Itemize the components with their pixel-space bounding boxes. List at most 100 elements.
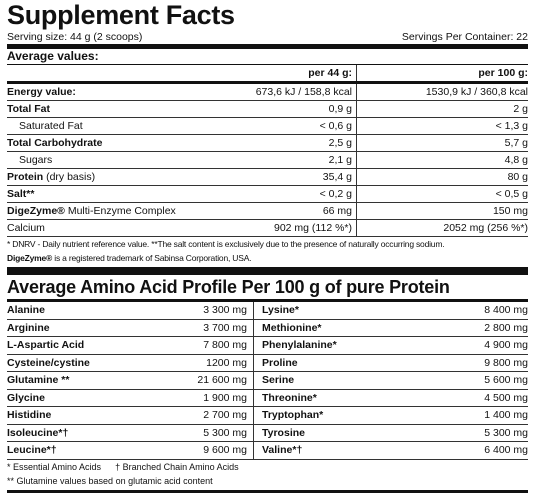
nutrient-value: 0,9 g bbox=[252, 101, 357, 117]
nutrient-value: < 1,3 g bbox=[495, 120, 528, 132]
amino-value: 8 400 mg bbox=[484, 304, 528, 316]
nutrient-label: Sugars bbox=[7, 152, 252, 168]
nutrient-value: 2 g bbox=[513, 103, 528, 115]
amino-name: Tyrosine bbox=[262, 426, 305, 439]
amino-name: Leucine*† bbox=[7, 444, 57, 456]
nutrient-row: DigeZyme® Multi-Enzyme Complex 66 mg 150 m… bbox=[7, 203, 528, 220]
amino-row: Cysteine/cystine 1200 mg Proline 9 800 mg bbox=[7, 354, 528, 372]
amino-row: Isoleucine*† 5 300 mg Tyrosine 5 300 mg bbox=[7, 424, 528, 442]
nutrient-label: Saturated Fat bbox=[7, 118, 252, 134]
amino-name: Histidine bbox=[7, 409, 52, 421]
amino-row: Glycine 1 900 mg Threonine* 4 500 mg bbox=[7, 389, 528, 407]
serving-size: Serving size: 44 g (2 scoops) bbox=[7, 31, 143, 43]
column-label: per 44 g: bbox=[252, 65, 357, 81]
footnote: DigeZyme® is a registered trademark of S… bbox=[7, 251, 528, 265]
nutrient-row: Salt** < 0,2 g < 0,5 g bbox=[7, 186, 528, 203]
amino-footnotes: * Essential Amino Acids † Branched Chain … bbox=[7, 460, 528, 488]
servings-per-container: Servings Per Container: 22 bbox=[401, 31, 528, 43]
nutrient-label: Salt** bbox=[7, 186, 252, 202]
nutrient-name: Salt** bbox=[7, 188, 35, 200]
nutrient-value: 2,1 g bbox=[252, 152, 357, 168]
footnote-text: † Branched Chain Amino Acids bbox=[115, 461, 239, 472]
amino-row: Arginine 3 700 mg Methionine* 2 800 mg bbox=[7, 319, 528, 337]
amino-value: 3 700 mg bbox=[144, 319, 254, 336]
rule bbox=[7, 267, 528, 275]
nutrient-name: Protein bbox=[7, 171, 44, 183]
amino-value: 1 900 mg bbox=[144, 389, 254, 406]
nutrient-row: Energy value: 673,6 kJ / 158,8 kcal 1530,9… bbox=[7, 84, 528, 101]
nutrient-label: Calcium bbox=[7, 220, 252, 236]
nutrient-row: Protein (dry basis) 35,4 g 80 g bbox=[7, 169, 528, 186]
nutrient-value: 66 mg bbox=[252, 203, 357, 219]
footnote-text: is a registered trademark of Sabinsa Cor… bbox=[52, 253, 252, 263]
amino-name: L-Aspartic Acid bbox=[7, 339, 85, 351]
nutrient-value: < 0,5 g bbox=[495, 188, 528, 200]
amino-name: Methionine* bbox=[262, 321, 322, 334]
rule bbox=[7, 44, 528, 49]
amino-name: Arginine bbox=[7, 321, 50, 334]
nutrient-row: Calcium 902 mg (112 %*) 2052 mg (256 %*) bbox=[7, 220, 528, 237]
nutrient-value: 5,7 g bbox=[504, 137, 528, 149]
nutrient-name: Saturated Fat bbox=[19, 120, 83, 132]
amino-value: 4 500 mg bbox=[484, 391, 528, 404]
serving-line: Serving size: 44 g (2 scoops) Servings P… bbox=[7, 30, 528, 44]
nutrient-label: Total Carbohydrate bbox=[7, 135, 252, 151]
nutrient-value: 2,5 g bbox=[252, 135, 357, 151]
nutrient-label: Protein (dry basis) bbox=[7, 169, 252, 185]
nutrient-name: Energy value: bbox=[7, 86, 76, 98]
nutrient-value: < 0,2 g bbox=[252, 186, 357, 202]
nutrient-value: 902 mg (112 %*) bbox=[252, 220, 357, 236]
amino-value: 3 300 mg bbox=[144, 302, 254, 319]
amino-name: Valine*† bbox=[262, 444, 303, 456]
amino-value: 4 900 mg bbox=[484, 339, 528, 351]
amino-value: 1200 mg bbox=[144, 354, 254, 371]
amino-value: 1 400 mg bbox=[484, 409, 528, 421]
amino-name: Threonine* bbox=[262, 391, 317, 404]
nutrient-value: 673,6 kJ / 158,8 kcal bbox=[252, 84, 357, 100]
amino-row: Leucine*† 9 600 mg Valine*† 6 400 mg bbox=[7, 442, 528, 460]
nutrient-label: Energy value: bbox=[7, 84, 252, 100]
amino-rows: Alanine 3 300 mg Lysine* 8 400 mg Arginine 3 … bbox=[7, 302, 528, 460]
footnote: * Essential Amino Acids † Branched Chain … bbox=[7, 460, 528, 474]
nutrient-value: 1530,9 kJ / 360,8 kcal bbox=[425, 86, 528, 98]
amino-name: Cysteine/cystine bbox=[7, 356, 90, 369]
nutrition-footnotes: * DNRV - Daily nutrient reference value.… bbox=[7, 237, 528, 265]
amino-value: 2 700 mg bbox=[144, 407, 254, 424]
column-header: per 44 g: per 100 g: bbox=[7, 65, 528, 84]
nutrient-value: 4,8 g bbox=[504, 154, 528, 166]
nutrient-row: Sugars 2,1 g 4,8 g bbox=[7, 152, 528, 169]
nutrient-value: 150 mg bbox=[492, 205, 528, 217]
amino-value: 7 800 mg bbox=[144, 337, 254, 354]
spacer bbox=[7, 65, 252, 81]
footnote-bold: DigeZyme® bbox=[7, 253, 53, 263]
nutrient-name: Total Carbohydrate bbox=[7, 137, 103, 149]
amino-value: 5 600 mg bbox=[484, 374, 528, 386]
nutrient-row: Total Fat 0,9 g 2 g bbox=[7, 101, 528, 118]
amino-title: Average Amino Acid Profile Per 100 g of … bbox=[7, 275, 528, 302]
nutrient-label: DigeZyme® Multi-Enzyme Complex bbox=[7, 203, 252, 219]
amino-row: L-Aspartic Acid 7 800 mg Phenylalanine* 4 9… bbox=[7, 337, 528, 355]
amino-value: 2 800 mg bbox=[484, 321, 528, 334]
nutrient-note: (dry basis) bbox=[43, 171, 96, 183]
nutrient-row: Total Carbohydrate 2,5 g 5,7 g bbox=[7, 135, 528, 152]
amino-name: Proline bbox=[262, 356, 298, 369]
nutrient-name: Total Fat bbox=[7, 103, 50, 115]
nutrient-name: Sugars bbox=[19, 154, 53, 166]
nutrition-rows: Energy value: 673,6 kJ / 158,8 kcal 1530,9… bbox=[7, 84, 528, 237]
footnote: * DNRV - Daily nutrient reference value.… bbox=[7, 237, 528, 251]
footnote-text: ** Glutamine values based on glutamic ac… bbox=[7, 475, 213, 486]
nutrient-row: Saturated Fat < 0,6 g < 1,3 g bbox=[7, 118, 528, 135]
nutrient-value: < 0,6 g bbox=[252, 118, 357, 134]
amino-row: Histidine 2 700 mg Tryptophan* 1 400 mg bbox=[7, 407, 528, 425]
nutrient-value: 80 g bbox=[507, 171, 528, 183]
supplement-label: Supplement Facts Serving size: 44 g (2 s… bbox=[7, 0, 528, 493]
amino-name: Lysine* bbox=[262, 304, 299, 316]
amino-value: 21 600 mg bbox=[144, 372, 254, 389]
amino-value: 5 300 mg bbox=[484, 426, 528, 439]
footnote-text: * DNRV - Daily nutrient reference value.… bbox=[7, 239, 445, 249]
nutrient-note: Multi-Enzyme Complex bbox=[64, 205, 176, 217]
amino-name: Glycine bbox=[7, 391, 45, 404]
footnote-text: * Essential Amino Acids bbox=[7, 461, 102, 472]
amino-row: Alanine 3 300 mg Lysine* 8 400 mg bbox=[7, 302, 528, 320]
nutrient-name: Calcium bbox=[7, 222, 45, 234]
